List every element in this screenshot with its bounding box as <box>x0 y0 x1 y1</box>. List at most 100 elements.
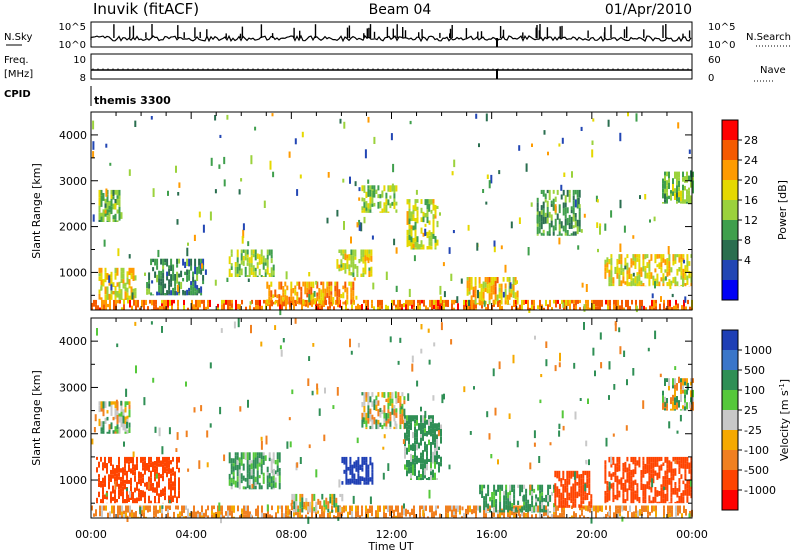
scatter-cell <box>547 484 550 492</box>
scatter-cell <box>161 326 163 333</box>
scatter-cell <box>472 290 475 298</box>
scatter-cell <box>239 304 241 310</box>
scatter-cell <box>156 481 158 489</box>
scatter-cell <box>240 479 243 484</box>
scatter-cell <box>302 299 305 305</box>
scatter-cell <box>198 287 201 294</box>
scatter-cell <box>132 288 135 296</box>
scatter-cell <box>684 394 686 399</box>
scatter-cell <box>387 305 389 310</box>
scatter-cell <box>604 267 607 272</box>
scatter-cell <box>612 497 615 503</box>
scatter-cell <box>664 171 666 176</box>
scatter-cell <box>618 267 621 275</box>
scatter-cell <box>312 298 315 305</box>
scatter-cell <box>367 188 370 197</box>
scatter-cell <box>125 505 127 513</box>
scatter-cell <box>431 505 433 513</box>
scatter-cell <box>244 249 247 257</box>
scatter-cell <box>484 287 487 292</box>
scatter-cell <box>578 219 581 227</box>
scatter-cell <box>574 231 577 236</box>
scatter-cell <box>293 512 295 517</box>
scatter-cell <box>574 217 577 221</box>
scatter-cell <box>682 171 684 178</box>
scatter-cell <box>375 400 378 405</box>
scatter-cell <box>352 281 355 287</box>
scatter-cell <box>481 305 483 309</box>
scatter-cell <box>585 440 588 447</box>
scatter-cell <box>536 226 539 235</box>
scatter-cell <box>223 179 226 187</box>
scatter-cell <box>217 511 219 518</box>
scatter-cell <box>104 211 107 217</box>
scatter-cell <box>641 299 643 307</box>
scatter-cell <box>108 205 111 210</box>
scatter-cell <box>280 300 283 305</box>
nave-point <box>672 68 674 70</box>
scatter-cell <box>184 261 187 268</box>
scatter-cell <box>562 504 565 508</box>
scatter-cell <box>597 248 599 253</box>
scatter-cell <box>393 513 395 518</box>
scatter-cell <box>604 480 607 484</box>
scatter-cell <box>403 400 406 405</box>
scatter-cell <box>148 501 150 504</box>
scatter-cell <box>677 122 680 129</box>
nave-point <box>587 68 589 70</box>
scatter-cell <box>134 498 136 504</box>
scatter-cell <box>630 475 633 482</box>
scatter-cell <box>494 293 497 300</box>
scatter-cell <box>548 196 551 200</box>
scatter-cell <box>118 213 121 221</box>
scatter-cell <box>146 481 148 490</box>
nave-point <box>617 68 619 70</box>
scatter-cell <box>319 305 321 309</box>
scatter-cell <box>136 497 138 503</box>
nave-point <box>422 68 424 70</box>
scatter-cell <box>684 469 687 474</box>
scatter-cell <box>635 299 637 305</box>
scatter-cell <box>582 470 585 479</box>
scatter-cell <box>606 497 609 503</box>
scatter-cell <box>345 306 347 310</box>
scatter-cell <box>259 306 261 310</box>
scatter-cell <box>247 278 250 282</box>
scatter-cell <box>422 216 425 223</box>
scatter-cell <box>329 493 332 497</box>
scatter-cell <box>560 194 563 200</box>
nave-point <box>367 68 369 70</box>
scatter-cell <box>352 255 355 262</box>
scatter-cell <box>608 277 611 283</box>
scatter-cell <box>674 501 677 504</box>
scatter-cell <box>336 259 339 263</box>
scatter-cell <box>678 180 680 188</box>
scatter-cell <box>99 505 101 511</box>
scatter-cell <box>514 304 517 305</box>
scatter-cell <box>363 399 366 406</box>
scatter-cell <box>678 456 681 461</box>
scatter-cell <box>654 496 657 503</box>
scatter-cell <box>389 195 392 199</box>
scatter-cell <box>546 231 549 236</box>
scatter-cell <box>632 480 635 487</box>
scatter-cell <box>666 408 668 411</box>
scatter-cell <box>573 471 576 480</box>
scatter-cell <box>274 301 277 305</box>
scatter-cell <box>95 299 97 305</box>
scatter-cell <box>436 439 438 445</box>
scatter-cell <box>336 296 339 304</box>
nave-point <box>202 68 204 70</box>
scatter-cell <box>488 288 491 294</box>
scatter-cell <box>666 398 668 404</box>
scatter-cell <box>448 247 451 254</box>
colorbar-tick-label: 100 <box>744 384 765 397</box>
scatter-cell <box>607 512 609 517</box>
scatter-cell <box>102 424 105 431</box>
scatter-cell <box>576 219 579 227</box>
scatter-cell <box>662 278 665 284</box>
scatter-cell <box>106 410 109 414</box>
scatter-cell <box>242 475 245 481</box>
scatter-cell <box>683 505 685 513</box>
scatter-cell <box>368 249 371 254</box>
